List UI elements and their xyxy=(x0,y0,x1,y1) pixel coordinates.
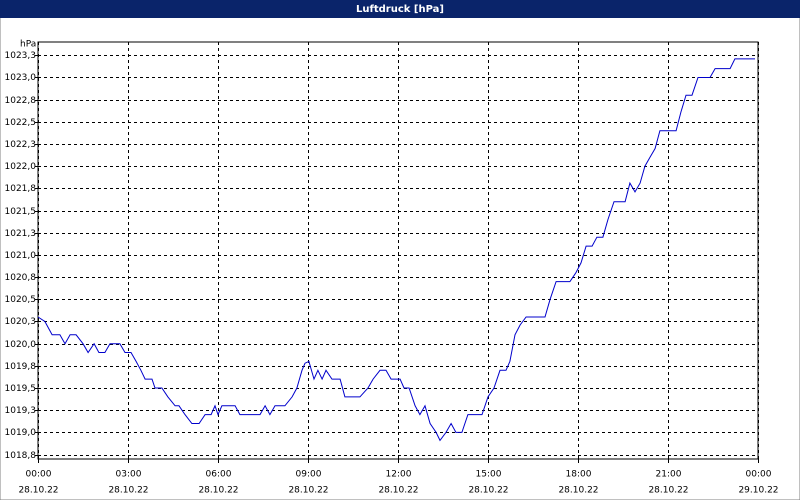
y-tick-label: 1021,8 xyxy=(5,184,37,194)
y-tick-label: 1019,5 xyxy=(5,384,37,394)
y-tick-label: 1019,0 xyxy=(5,428,37,438)
data-line xyxy=(37,58,755,442)
x-tick-label: 12:00 xyxy=(386,470,412,480)
x-tick-label: 21:00 xyxy=(656,470,682,480)
x-tick-label: 15:00 xyxy=(476,470,502,480)
y-tick-label: 1019,8 xyxy=(5,362,37,372)
y-tick-label: 1019,3 xyxy=(5,406,37,416)
x-tick-date: 28.10.22 xyxy=(198,486,238,496)
y-tick-label: 1022,5 xyxy=(5,118,37,128)
y-tick-label: 1023,0 xyxy=(5,73,37,83)
x-tick-label: 00:00 xyxy=(26,470,52,480)
x-tick-label: 00:00 xyxy=(746,470,772,480)
x-tick-date: 29.10.22 xyxy=(738,486,778,496)
y-tick-label: 1020,3 xyxy=(5,317,37,327)
y-tick-label: 1023,3 xyxy=(5,51,37,61)
y-tick-label: 1020,0 xyxy=(5,340,37,350)
x-tick-date: 28.10.22 xyxy=(108,486,148,496)
y-tick-label: 1021,5 xyxy=(5,207,37,217)
x-tick-date: 28.10.22 xyxy=(468,486,508,496)
x-tick-date: 28.10.22 xyxy=(648,486,688,496)
chart-title: Luftdruck [hPa] xyxy=(356,4,444,15)
x-tick-label: 03:00 xyxy=(116,470,142,480)
y-tick-label: 1020,8 xyxy=(5,273,37,283)
y-tick-label: 1021,0 xyxy=(5,251,37,261)
x-tick-label: 18:00 xyxy=(566,470,592,480)
y-tick-label: 1022,3 xyxy=(5,140,37,150)
y-tick-label: 1022,0 xyxy=(5,162,37,172)
title-bar xyxy=(0,0,800,18)
x-tick-label: 09:00 xyxy=(296,470,322,480)
y-tick-label: 1021,3 xyxy=(5,229,37,239)
y-tick-label: 1022,8 xyxy=(5,96,37,106)
x-tick-date: 28.10.22 xyxy=(18,486,58,496)
y-axis-unit: hPa xyxy=(20,40,36,50)
y-tick-label: 1018,8 xyxy=(5,451,37,461)
x-tick-date: 28.10.22 xyxy=(288,486,328,496)
y-tick-label: 1020,5 xyxy=(5,295,37,305)
x-tick-date: 28.10.22 xyxy=(558,486,598,496)
x-tick-date: 28.10.22 xyxy=(378,486,418,496)
plot-area xyxy=(37,41,759,460)
x-tick-label: 06:00 xyxy=(206,470,232,480)
